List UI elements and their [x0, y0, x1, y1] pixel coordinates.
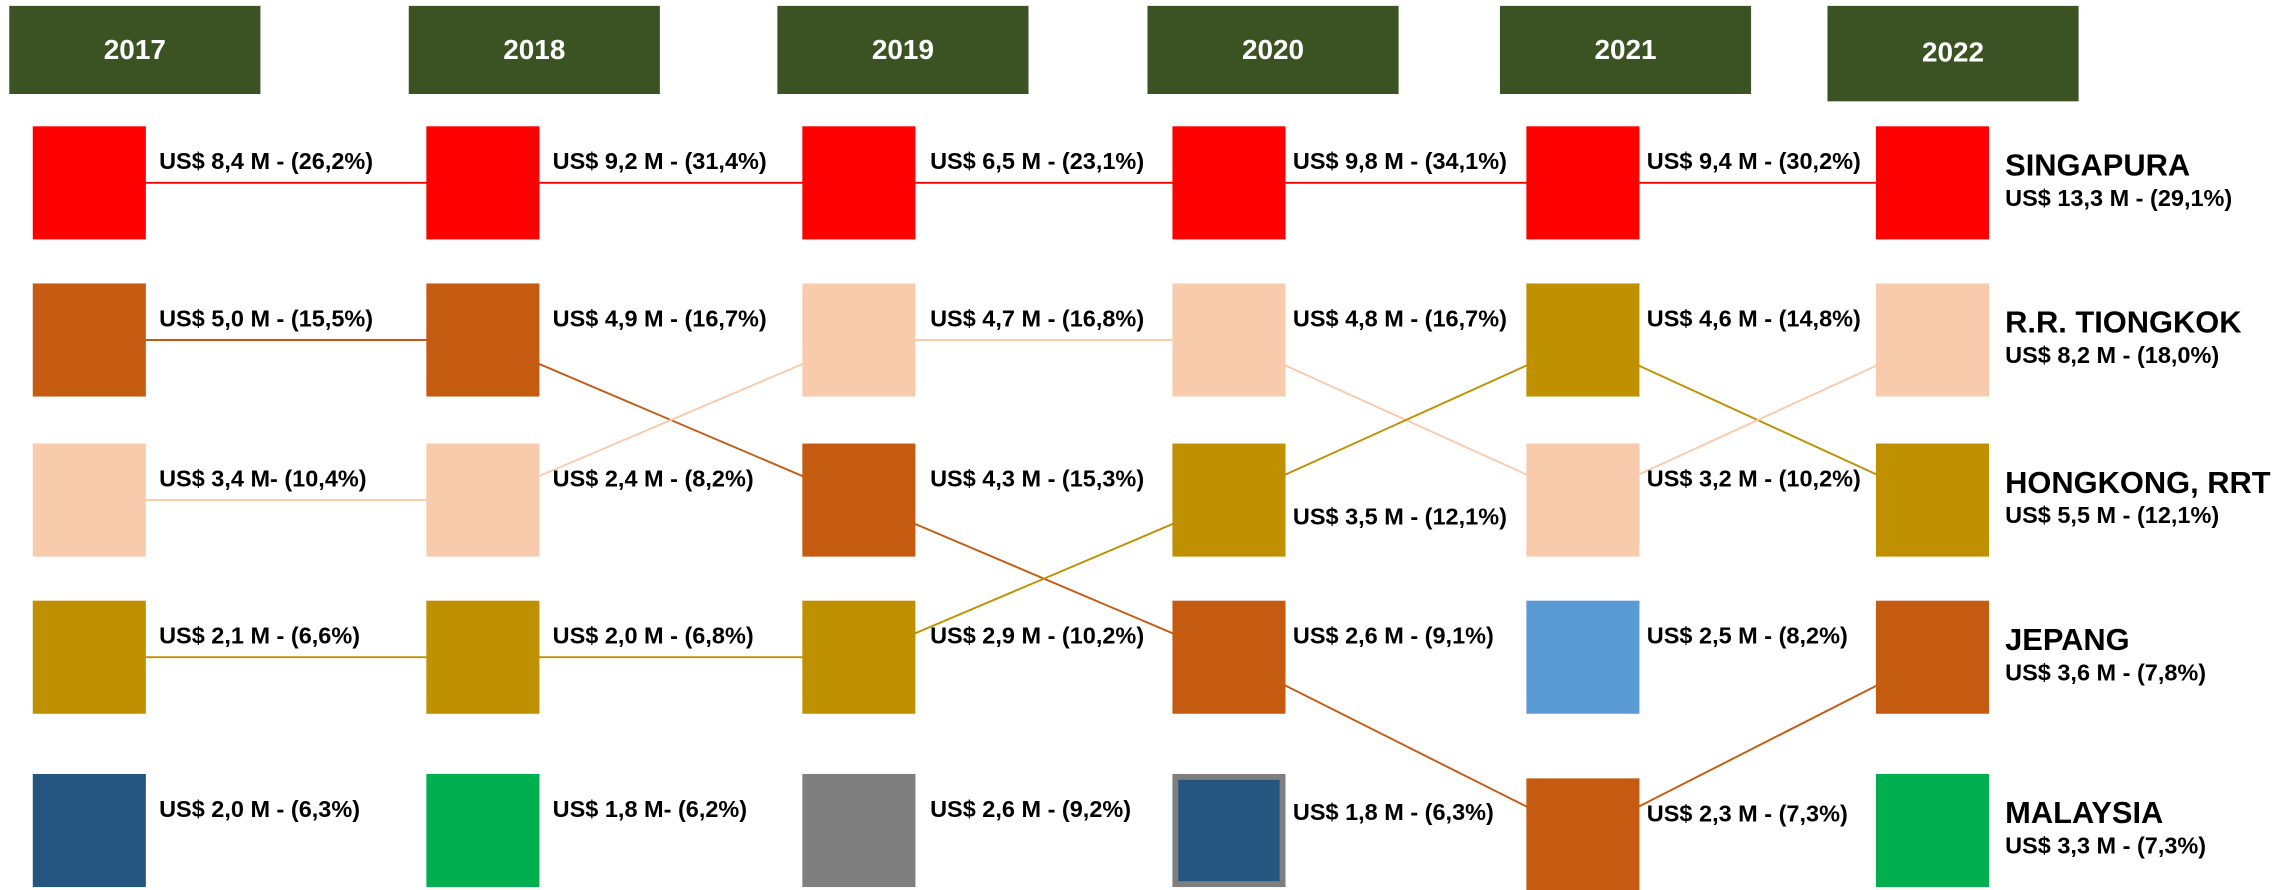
node-value: US$ 2,5 M - (8,2%) — [1647, 623, 1848, 649]
node-box — [32, 126, 146, 240]
node-box — [1875, 443, 1990, 557]
node-value: US$ 4,9 M - (16,7%) — [553, 305, 767, 331]
nodes: 2017 US$ 8,4 M - (26,2%) US$ 5,0 M - (15,5… — [9, 5, 2271, 890]
node-box — [1526, 600, 1640, 714]
connector — [1228, 656, 1584, 836]
node-box — [802, 283, 916, 397]
node-value: US$ 9,2 M - (31,4%) — [553, 148, 767, 174]
connector — [1582, 656, 1933, 836]
year-label: 2022 — [1922, 37, 1984, 68]
node-value: US$ 2,3 M - (7,3%) — [1647, 800, 1848, 826]
node-value: US$ 4,3 M - (15,3%) — [930, 465, 1144, 491]
node-value: US$ 3,6 M - (7,8%) — [2005, 659, 2206, 685]
year-label: 2020 — [1242, 34, 1304, 65]
node-value: US$ 1,8 M- (6,2%) — [553, 796, 747, 822]
node-box — [426, 600, 540, 714]
node-value: US$ 3,2 M - (10,2%) — [1647, 465, 1861, 491]
node-value: US$ 2,6 M - (9,1%) — [1293, 623, 1494, 649]
node-box — [426, 773, 540, 888]
node-value: US$ 2,9 M - (10,2%) — [930, 623, 1144, 649]
node-box — [426, 126, 540, 240]
node-value: US$ 9,8 M - (34,1%) — [1293, 148, 1507, 174]
year-label: 2018 — [503, 34, 565, 65]
year-label: 2021 — [1594, 34, 1656, 65]
node-value: US$ 2,4 M - (8,2%) — [553, 465, 754, 491]
node-value: US$ 13,3 M - (29,1%) — [2005, 185, 2232, 211]
country-name: HONGKONG, RRT — [2005, 465, 2271, 500]
node-box — [1526, 283, 1640, 397]
node-box — [802, 443, 916, 557]
node-value: US$ 5,0 M - (15,5%) — [159, 305, 373, 331]
node-box — [32, 773, 146, 888]
node-box — [426, 443, 540, 557]
node-box — [1526, 778, 1640, 890]
node-value: US$ 2,1 M - (6,6%) — [159, 623, 360, 649]
node-box — [1875, 126, 1990, 240]
node-box — [1875, 600, 1990, 714]
node-value: US$ 4,7 M - (16,8%) — [930, 305, 1144, 331]
node-box — [32, 443, 146, 557]
node-box — [426, 283, 540, 397]
year-header — [1499, 5, 1752, 94]
node-value: US$ 6,5 M - (23,1%) — [930, 148, 1144, 174]
country-name: JEPANG — [2005, 622, 2130, 657]
node-box — [1172, 773, 1286, 888]
node-box — [32, 600, 146, 714]
year-header — [1827, 5, 2079, 102]
year-label: 2019 — [872, 34, 934, 65]
node-box — [802, 126, 916, 240]
node-value: US$ 4,8 M - (16,7%) — [1293, 305, 1507, 331]
node-value: US$ 3,4 M- (10,4%) — [159, 465, 367, 491]
node-value: US$ 9,4 M - (30,2%) — [1647, 148, 1861, 174]
node-box — [1172, 443, 1286, 557]
country-name: R.R. TIONGKOK — [2005, 305, 2241, 340]
node-box — [32, 283, 146, 397]
connector — [1582, 339, 1933, 501]
connector — [858, 499, 1230, 659]
node-value: US$ 4,6 M - (14,8%) — [1647, 305, 1861, 331]
node-value: US$ 8,4 M - (26,2%) — [159, 148, 373, 174]
connector — [482, 339, 860, 501]
country-name: MALAYSIA — [2005, 795, 2163, 830]
node-value: US$ 2,0 M - (6,8%) — [553, 623, 754, 649]
node-box — [1875, 283, 1990, 397]
node-box — [1526, 443, 1640, 557]
year-header — [1147, 5, 1399, 94]
node-value: US$ 3,5 M - (12,1%) — [1293, 504, 1507, 530]
node-box — [1172, 600, 1286, 714]
node-value: US$ 8,2 M - (18,0%) — [2005, 342, 2219, 368]
node-box — [1875, 773, 1990, 888]
year-label: 2017 — [104, 34, 166, 65]
node-box — [802, 600, 916, 714]
connectors — [89, 181, 1933, 836]
year-header — [408, 5, 660, 94]
node-value: US$ 2,6 M - (9,2%) — [930, 796, 1131, 822]
year-header — [9, 5, 261, 94]
node-value: US$ 3,3 M - (7,3%) — [2005, 833, 2206, 859]
node-box — [802, 773, 916, 888]
country-name: SINGAPURA — [2005, 148, 2190, 183]
node-value: US$ 2,0 M - (6,3%) — [159, 796, 360, 822]
node-box — [1526, 126, 1640, 240]
connector — [1228, 339, 1584, 501]
year-header — [777, 5, 1029, 94]
node-box — [1172, 283, 1286, 397]
node-value: US$ 5,5 M - (12,1%) — [2005, 502, 2219, 528]
node-box — [1172, 126, 1286, 240]
node-value: US$ 1,8 M - (6,3%) — [1293, 799, 1494, 825]
